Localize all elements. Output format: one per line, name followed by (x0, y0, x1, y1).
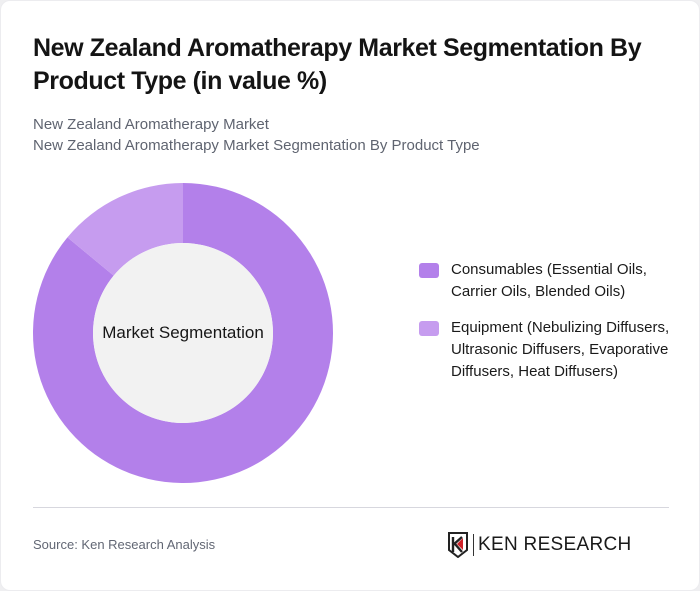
legend-swatch-equipment (419, 321, 439, 336)
subtitle-market: New Zealand Aromatherapy Market (33, 116, 269, 133)
donut-slice-consumables[interactable] (32, 183, 333, 483)
ken-research-logo: KEN RESEARCH (447, 531, 632, 559)
footer-divider (33, 507, 669, 508)
legend-item-equipment[interactable]: Equipment (Nebulizing Diffusers, Ultraso… (419, 317, 679, 383)
legend-label-consumables: Consumables (Essential Oils, Carrier Oil… (451, 261, 647, 300)
chart-subtitle: New Zealand Aromatherapy Market New Zeal… (33, 114, 480, 156)
donut-slice-equipment[interactable] (67, 183, 183, 276)
legend-item-consumables[interactable]: Consumables (Essential Oils, Carrier Oil… (419, 259, 679, 303)
legend-label-equipment: Equipment (Nebulizing Diffusers, Ultraso… (451, 319, 670, 380)
donut-center-label: Market Segmentation (102, 323, 264, 342)
ken-research-shield-icon (448, 532, 468, 558)
donut-hole (93, 243, 273, 423)
chart-title: New Zealand Aromatherapy Market Segmenta… (33, 34, 642, 95)
chart-legend: Consumables (Essential Oils, Carrier Oil… (419, 259, 679, 397)
logo-separator (473, 534, 474, 556)
subtitle-segment: New Zealand Aromatherapy Market Segmenta… (33, 137, 480, 154)
donut-chart (32, 183, 333, 483)
legend-swatch-consumables (419, 263, 439, 278)
source-note: Source: Ken Research Analysis (33, 537, 216, 552)
logo-text: KEN RESEARCH (478, 534, 632, 555)
